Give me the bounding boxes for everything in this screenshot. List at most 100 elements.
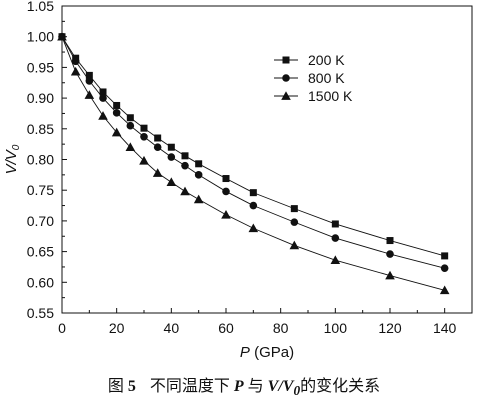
figure-caption: 图 5 不同温度下 P 与 V/V0的变化关系 <box>0 372 488 399</box>
x-tick-label: 60 <box>218 320 234 336</box>
data-point <box>222 187 230 196</box>
series-layer <box>57 31 450 295</box>
caption-fig-number: 5 <box>127 378 136 395</box>
data-point <box>386 237 394 245</box>
data-point <box>113 101 121 109</box>
data-point <box>181 152 189 160</box>
data-point <box>166 177 177 187</box>
data-point <box>249 189 257 197</box>
x-tick-label: 100 <box>324 320 348 336</box>
y-tick-label: 0.90 <box>27 90 54 106</box>
data-point <box>84 90 95 99</box>
data-point <box>111 127 122 137</box>
legend-item: 800 K <box>274 70 345 86</box>
y-tick-label: 0.85 <box>27 121 54 137</box>
data-point <box>290 218 299 226</box>
x-tick-label: 0 <box>58 320 66 336</box>
y-tick-label: 0.70 <box>27 213 54 229</box>
x-tick-label: 20 <box>109 320 125 336</box>
caption-symbol-v: V/V <box>267 378 294 395</box>
data-point <box>71 57 80 66</box>
data-point <box>222 175 230 183</box>
caption-fig-label: 图 <box>107 378 124 395</box>
data-point <box>167 153 176 161</box>
x-tick-label: 120 <box>378 320 402 336</box>
data-point <box>331 234 340 242</box>
data-point <box>248 223 259 233</box>
legend-marker <box>281 91 291 100</box>
data-point <box>125 142 136 152</box>
caption-text-pre: 不同温度下 <box>149 378 230 395</box>
caption-text-post: 的变化关系 <box>300 378 381 395</box>
data-point <box>249 201 258 210</box>
data-point <box>290 205 298 213</box>
data-point <box>167 143 175 151</box>
data-point <box>140 124 148 132</box>
data-point <box>386 250 394 258</box>
y-axis-main: V/V <box>3 148 20 174</box>
data-point <box>126 114 134 122</box>
y-tick-label: 0.55 <box>27 305 54 321</box>
y-tick-label: 0.65 <box>27 244 54 260</box>
data-point <box>440 264 449 272</box>
legend: 200 K 800 K 1500 K <box>274 52 353 104</box>
series-2 <box>58 32 449 272</box>
legend-item: 1500 K <box>274 88 353 104</box>
y-tick-label: 1.00 <box>27 29 54 45</box>
legend-item: 200 K <box>274 52 345 68</box>
y-tick-label: 1.05 <box>27 0 54 14</box>
x-tick-label: 140 <box>433 320 457 336</box>
legend-label: 200 K <box>308 52 345 68</box>
series-line <box>61 36 445 269</box>
legend-label: 1500 K <box>308 88 353 104</box>
data-point <box>289 240 300 250</box>
data-point <box>331 220 339 228</box>
y-tick-label: 0.80 <box>27 152 54 168</box>
x-tick-labels: 0 20 40 60 80 100 120 140 <box>58 320 456 336</box>
caption-text-mid: 与 <box>247 378 264 395</box>
legend-label: 800 K <box>308 70 345 86</box>
data-point <box>152 168 163 177</box>
data-point <box>154 134 162 142</box>
x-axis-unit: (GPa) <box>250 344 294 361</box>
series-line <box>61 36 445 257</box>
data-point <box>153 143 162 152</box>
data-point <box>85 77 94 85</box>
data-point <box>221 209 231 219</box>
series-1 <box>58 33 449 260</box>
data-point <box>85 71 93 79</box>
chart: 0 20 40 60 80 100 120 140 0.550.600.650.700.750… <box>3 0 473 361</box>
y-tick-label: 0.75 <box>27 182 54 198</box>
plot-frame <box>61 5 473 314</box>
y-tick-label: 0.95 <box>27 59 54 75</box>
data-point <box>195 160 203 168</box>
axis-ticks <box>61 5 473 314</box>
data-point <box>112 109 121 117</box>
y-axis-sub: 0 <box>11 144 22 150</box>
data-point <box>180 186 190 196</box>
data-point <box>98 111 108 120</box>
y-axis-title: V/V0 <box>3 144 22 174</box>
x-tick-label: 80 <box>273 320 289 336</box>
data-point <box>439 285 450 295</box>
y-tick-label: 0.60 <box>27 274 54 290</box>
legend-marker <box>282 56 290 64</box>
data-point <box>139 155 149 165</box>
data-point <box>194 171 203 179</box>
caption-symbol-p: P <box>233 378 244 395</box>
x-tick-label: 40 <box>164 320 180 336</box>
data-point <box>441 252 449 260</box>
y-tick-labels: 0.55 0.60 0.65 0.70 0.75 0.80 0.85 0.90 0.95 1.00… <box>27 0 54 321</box>
x-axis-title: P (GPa) <box>240 344 294 361</box>
series-3 <box>57 31 450 295</box>
data-point <box>193 194 204 204</box>
data-point <box>99 88 107 96</box>
data-point <box>181 161 189 170</box>
data-point <box>99 94 107 102</box>
data-point <box>126 121 135 130</box>
legend-marker <box>282 74 290 82</box>
data-point <box>57 31 67 41</box>
data-point <box>385 270 395 280</box>
caption-symbol-v-sub: 0 <box>293 383 301 399</box>
data-point <box>330 255 341 265</box>
